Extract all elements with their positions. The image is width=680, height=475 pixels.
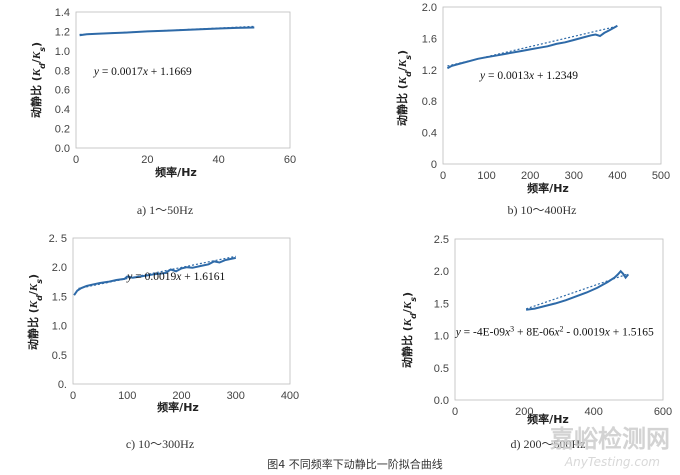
watermark-cn: 嘉峪检测网 bbox=[550, 425, 670, 453]
chart-b-xticks: 0 100 200 300 400 500 bbox=[440, 170, 670, 182]
chart-d-xlabel: 频率/Hz bbox=[527, 412, 569, 426]
chart-a-plot-border bbox=[75, 11, 291, 149]
chart-a-ytick-label: 1.0 bbox=[55, 46, 70, 58]
chart-b-xlabel: 频率/Hz bbox=[527, 181, 569, 195]
chart-d-xticks: 0 200 400 600 bbox=[452, 406, 672, 418]
chart-a-xtick-label: 20 bbox=[141, 154, 153, 166]
chart-c-trendline bbox=[78, 255, 236, 290]
chart-c-ytick-label: 2.0 bbox=[52, 262, 67, 274]
chart-b-ytick-label: 0.4 bbox=[422, 128, 437, 140]
chart-c-ytick-label: 2. 5 bbox=[49, 233, 67, 245]
chart-a-yticks: 0.0 0.2 0.4 0.6 0.8 1.0 1.2 1.4 bbox=[55, 7, 70, 155]
chart-d-ytick-label: 1.5 bbox=[434, 298, 449, 310]
chart-a-caption: a) 1～50Hz bbox=[137, 203, 193, 217]
watermark-en: AnyTesting.com bbox=[564, 455, 660, 469]
chart-a-ytick-label: 0.8 bbox=[55, 65, 70, 77]
chart-d-yticks: 0.0 0.5 1.0 1.5 2.0 2.5 bbox=[434, 234, 449, 407]
chart-a-xticks: 0 20 40 60 bbox=[73, 154, 296, 166]
chart-d-plot-border bbox=[454, 238, 664, 401]
chart-a-ytick-label: 0.2 bbox=[55, 124, 70, 136]
chart-b-caption: b) 10～400Hz bbox=[508, 203, 577, 217]
chart-a-ytick-label: 1.4 bbox=[55, 7, 70, 19]
chart-b-ytick-label: 0.8 bbox=[422, 96, 437, 108]
chart-b-ylabel: 动静比 (Kd/Ks) bbox=[395, 50, 413, 126]
chart-a-ytick-label: 1.2 bbox=[55, 26, 70, 38]
chart-c-ylabel: 动静比 (Kd/Ks) bbox=[26, 274, 44, 350]
chart-d-ytick-label: 0.5 bbox=[434, 363, 449, 375]
chart-d-ytick-label: 0.0 bbox=[434, 395, 449, 407]
chart-b-ytick-label: 1.2 bbox=[422, 65, 437, 77]
chart-a-xtick-label: 60 bbox=[284, 154, 296, 166]
chart-b-plot-border bbox=[442, 6, 662, 165]
chart-b-xtick-label: 0 bbox=[440, 170, 446, 182]
chart-c-series-line bbox=[73, 256, 236, 296]
chart-d-ytick-label: 2.5 bbox=[434, 234, 449, 246]
chart-c-xtick-label: 200 bbox=[172, 390, 190, 402]
chart-b-series-line bbox=[446, 24, 618, 70]
chart-c: 0. 0.5 1.0 1.5 2.0 2. 5 0 100 200 300 400 y = 0.0… bbox=[26, 233, 299, 451]
chart-d-equation: y = -4E-09x3 + 8E-06x2 - 0.0019x + 1.516… bbox=[455, 324, 654, 339]
chart-a-ytick-label: 0.0 bbox=[55, 143, 70, 155]
chart-c-ytick-label: 0.5 bbox=[52, 350, 67, 362]
chart-c-ytick-label: 1.5 bbox=[52, 291, 67, 303]
chart-a: 0.0 0.2 0.4 0.6 0.8 1.0 1.2 1.4 0 20 40 60 y = 0.0… bbox=[29, 7, 296, 217]
chart-b-ytick-label: 1.6 bbox=[422, 33, 437, 45]
chart-c-xlabel: 频率/Hz bbox=[157, 400, 199, 414]
chart-b-xtick-label: 200 bbox=[521, 170, 539, 182]
chart-b-xtick-label: 300 bbox=[565, 170, 583, 182]
chart-b-xtick-label: 100 bbox=[477, 170, 495, 182]
chart-d-ylabel: 动静比 (Kd/Ks) bbox=[400, 292, 418, 368]
chart-c-xticks: 0 100 200 300 400 bbox=[70, 390, 299, 402]
chart-b: 0 0.4 0.8 1.2 1.6 2.0 0 100 200 300 400 500 y = 0.… bbox=[395, 2, 670, 217]
chart-c-caption: c) 10～300Hz bbox=[126, 437, 194, 451]
chart-c-equation: y = 0.0019x + 1.6161 bbox=[126, 271, 225, 283]
chart-d-xtick-label: 200 bbox=[515, 406, 533, 418]
chart-d-ytick-label: 1.0 bbox=[434, 331, 449, 343]
chart-a-ylabel: 动静比 (Kd/Ks) bbox=[29, 42, 47, 118]
chart-a-xtick-label: 40 bbox=[213, 154, 225, 166]
chart-d-caption: d) 200～500Hz bbox=[511, 437, 586, 451]
chart-c-plot-border bbox=[72, 237, 291, 385]
chart-c-xtick-label: 400 bbox=[281, 390, 299, 402]
chart-c-ytick-label: 1.0 bbox=[52, 321, 67, 333]
chart-c-xtick-label: 100 bbox=[118, 390, 136, 402]
chart-b-xtick-label: 500 bbox=[652, 170, 670, 182]
chart-c-ytick-label: 0. bbox=[58, 379, 67, 391]
chart-b-equation: y = 0.0013x + 1.2349 bbox=[479, 70, 578, 82]
chart-a-ytick-label: 0.6 bbox=[55, 85, 70, 97]
chart-a-equation: y = 0.0017x + 1.1669 bbox=[93, 66, 192, 78]
chart-d-xtick-label: 600 bbox=[654, 406, 672, 418]
chart-d-xtick-label: 400 bbox=[584, 406, 602, 418]
chart-c-xtick-label: 0 bbox=[70, 390, 76, 402]
chart-d-series-line bbox=[525, 269, 630, 311]
chart-c-yticks: 0. 0.5 1.0 1.5 2.0 2. 5 bbox=[49, 233, 67, 391]
chart-d-xtick-label: 0 bbox=[452, 406, 458, 418]
chart-d-ytick-label: 2.0 bbox=[434, 266, 449, 278]
chart-b-xtick-label: 400 bbox=[608, 170, 626, 182]
chart-b-ytick-label: 2.0 bbox=[422, 2, 437, 14]
chart-b-ytick-label: 0 bbox=[431, 159, 437, 171]
chart-a-series-line bbox=[79, 26, 255, 37]
chart-a-xlabel: 频率/Hz bbox=[155, 165, 197, 179]
chart-a-ytick-label: 0.4 bbox=[55, 104, 70, 116]
chart-c-xtick-label: 300 bbox=[227, 390, 245, 402]
figure-caption: 图4 不同频率下动静比一阶拟合曲线 bbox=[267, 457, 443, 471]
chart-d: 0.0 0.5 1.0 1.5 2.0 2.5 0 200 400 600 y = -4E-09… bbox=[400, 234, 672, 451]
chart-b-yticks: 0 0.4 0.8 1.2 1.6 2.0 bbox=[422, 2, 437, 171]
chart-a-xtick-label: 0 bbox=[73, 154, 79, 166]
